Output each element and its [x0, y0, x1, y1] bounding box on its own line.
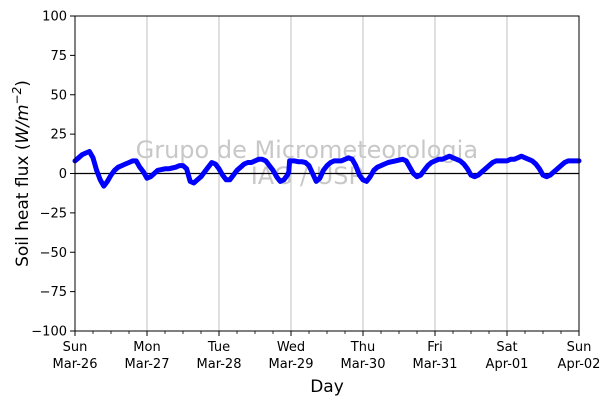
- y-tick-label: −25: [40, 206, 67, 221]
- x-axis-ticks: Sun Mar-26 Mon Mar-27 Tue Mar-28 Wed Mar-29 Thu M…: [53, 331, 601, 372]
- y-tick-label: −100: [31, 325, 67, 340]
- y-axis-title-suffix: ): [13, 80, 33, 87]
- y-axis-title-exponent: −2: [10, 87, 24, 105]
- x-tick-date-label: Apr-01: [486, 357, 529, 372]
- watermark-text: Grupo de Micrometeorologia: [136, 136, 478, 164]
- x-tick-day-label: Sat: [496, 340, 517, 355]
- x-tick-date-label: Mar-31: [413, 357, 458, 372]
- y-tick-label: −50: [40, 246, 67, 261]
- y-axis-title-prefix: Soil heat flux (: [13, 144, 33, 267]
- x-tick-day-label: Tue: [207, 340, 230, 355]
- x-tick-day-label: Wed: [277, 340, 305, 355]
- y-tick-label: 25: [50, 128, 67, 143]
- y-tick-label: 100: [42, 10, 67, 25]
- y-tick-label: −75: [40, 285, 67, 300]
- x-tick-date-label: Mar-28: [197, 357, 242, 372]
- x-tick-day-label: Sun: [63, 340, 88, 355]
- y-tick-label: 0: [59, 167, 67, 182]
- y-tick-label: 50: [50, 88, 67, 103]
- x-tick-day-label: Sun: [567, 340, 592, 355]
- x-axis-title: Day: [310, 377, 344, 397]
- y-tick-label: 75: [50, 49, 67, 64]
- x-tick-day-label: Fri: [427, 340, 443, 355]
- x-tick-date-label: Mar-29: [269, 357, 314, 372]
- series-line: [72, 149, 582, 189]
- x-tick-date-label: Apr-02: [558, 357, 601, 372]
- y-axis-title-unit: W/m: [13, 104, 33, 143]
- x-tick-date-label: Mar-30: [341, 357, 386, 372]
- x-tick-date-label: Mar-27: [125, 357, 170, 372]
- x-tick-day-label: Thu: [350, 340, 375, 355]
- x-tick-date-label: Mar-26: [53, 357, 98, 372]
- x-tick-day-label: Mon: [133, 340, 160, 355]
- y-axis-title: Soil heat flux (W/m−2): [10, 80, 33, 267]
- series-layer: [72, 149, 582, 189]
- y-axis-ticks: −100 −75 −50 −25 0 25 50 75 100: [31, 10, 75, 340]
